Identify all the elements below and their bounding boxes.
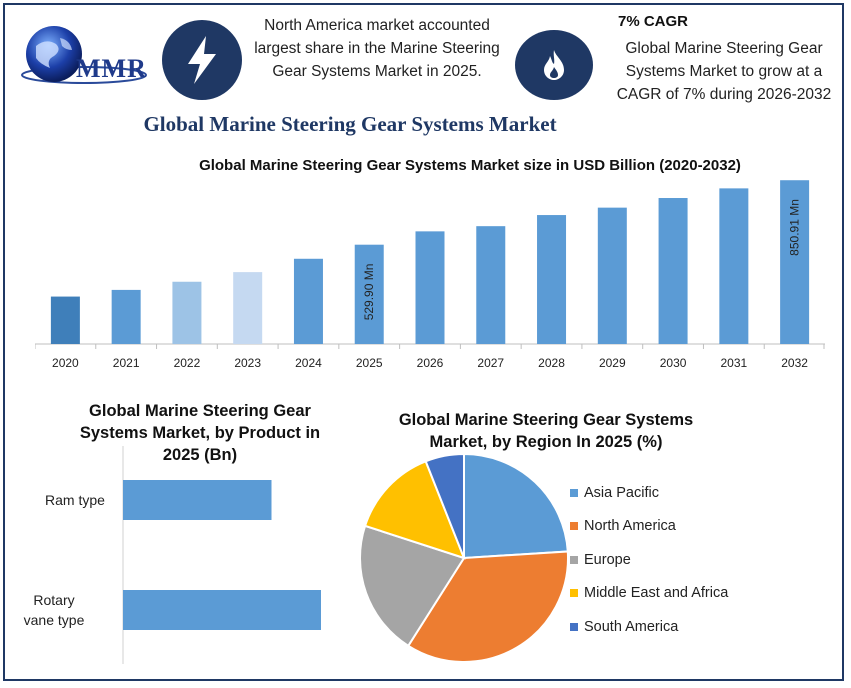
product-label-ram: Ram type [45,492,105,508]
info-right-text: Global Marine Steering Gear Systems Mark… [616,40,832,103]
x-tick-label-2027: 2027 [477,356,504,370]
bar-2029 [597,207,627,344]
region-pie-chart [359,452,569,663]
bar-2022 [172,281,202,344]
x-tick-label-2023: 2023 [234,356,261,370]
pie-slice-middle-east-and-africa [363,460,466,560]
x-tick-label-2028: 2028 [538,356,565,370]
bar-2023 [233,272,263,344]
legend-label: Asia Pacific [584,484,659,501]
x-tick-label-2025: 2025 [356,356,383,370]
pie-legend: Asia Pacific North America Europe Middle… [570,476,728,644]
legend-label: Europe [584,551,631,568]
info-left-text: North America market accounted largest s… [254,17,500,80]
legend-swatch [570,488,578,497]
pie-slice-asia-pacific [463,452,569,560]
pie-slice-south-america [424,452,465,559]
legend-swatch [570,589,578,598]
bar-2025 [354,244,384,344]
x-tick-label-2029: 2029 [599,356,626,370]
bar-chart-title: Global Marine Steering Gear Systems Mark… [199,157,741,174]
x-tick-label-2024: 2024 [295,356,322,370]
x-tick-label-2031: 2031 [720,356,747,370]
x-tick-label-2030: 2030 [660,356,687,370]
bar-2020 [50,296,80,344]
product-label-rotary: Rotary vane type [23,592,85,628]
pie-slice-europe [359,524,466,648]
x-tick-label-2026: 2026 [417,356,444,370]
x-tick-label-2032: 2032 [781,356,808,370]
pie-slice-north-america [406,550,569,663]
bar-2024 [293,258,323,344]
legend-item-europe: Europe [570,543,728,577]
legend-swatch [570,622,578,631]
market-size-bar-chart: 2020 2021 2022 2023 2024 2025 529.90 Mn 2026 202… [35,180,825,370]
legend-swatch [570,522,578,531]
legend-item-asia-pacific: Asia Pacific [570,476,728,510]
legend-item-middle-east-africa: Middle East and Africa [570,577,728,611]
globe-icon [21,26,147,84]
main-title: Global Marine Steering Gear Systems Mark… [143,112,557,136]
data-label-2025: 529.90 Mn [362,264,376,321]
x-tick-label-2022: 2022 [174,356,201,370]
bar-2031 [719,188,749,344]
product-bar-chart [122,446,321,664]
x-tick-label-2021: 2021 [113,356,140,370]
legend-item-north-america: North America [570,510,728,544]
bar-2032 [780,180,810,344]
mmr-logo: MMR [14,20,162,90]
legend-label: Middle East and Africa [584,585,729,602]
legend-item-south-america: South America [570,610,728,644]
flame-icon [515,30,593,100]
region-chart-title: Global Marine Steering Gear Systems Mark… [398,411,694,451]
bar-2027 [476,226,506,344]
product-bar-ram-type [123,480,272,520]
legend-swatch [570,555,578,564]
x-tick-label-2020: 2020 [52,356,79,370]
cagr-heading: 7% CAGR [618,13,689,30]
logo-text: MMR [76,54,147,83]
data-label-2032: 850.91 Mn [788,199,802,256]
bar-2028 [537,215,567,344]
product-chart-title: Global Marine Steering Gear Systems Mark… [79,402,321,464]
product-bar-rotary-vane-type [123,590,321,630]
outer-frame [3,3,844,681]
legend-label: North America [584,518,676,535]
legend-label: South America [584,618,679,635]
lightning-icon [162,20,242,100]
bar-2021 [111,289,141,344]
bar-2026 [415,231,445,344]
bar-2030 [658,198,688,344]
